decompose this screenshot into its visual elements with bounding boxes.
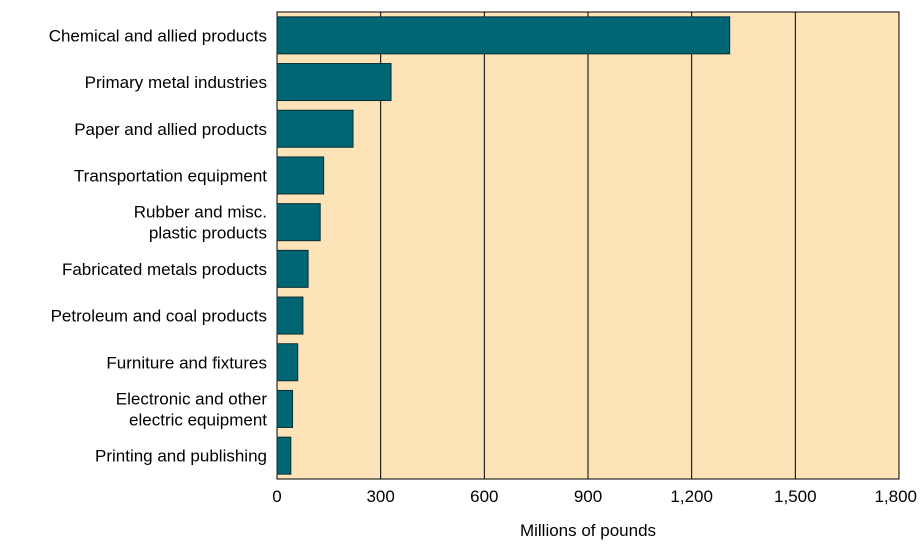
category-labels: Chemical and allied products Primary meta…: [49, 26, 268, 465]
x-tick-label: 600: [470, 487, 498, 506]
x-tick-labels: 0 300 600 900 1,200 1,500 1,800: [272, 487, 917, 506]
category-label: Primary metal industries: [85, 73, 267, 92]
bar: [276, 156, 325, 195]
category-label: Transportation equipment: [74, 166, 267, 185]
bars: [276, 16, 731, 475]
bar: [276, 436, 292, 475]
bar: [276, 203, 321, 242]
bar: [276, 249, 309, 288]
bar: [276, 389, 294, 428]
category-label: Fabricated metals products: [62, 260, 267, 279]
x-tick-label: 300: [366, 487, 394, 506]
x-tick-label: 1,200: [670, 487, 713, 506]
x-tick-label: 900: [574, 487, 602, 506]
category-label: Petroleum and coal products: [51, 307, 267, 326]
bar: [276, 343, 299, 382]
bar: [276, 296, 304, 335]
bar: [276, 109, 354, 148]
x-tick-label: 0: [272, 487, 281, 506]
category-label: Chemical and allied products: [49, 26, 267, 45]
category-label: Paper and allied products: [74, 120, 267, 139]
bar: [276, 63, 392, 102]
category-label: Electronic and other electric equipment: [116, 389, 268, 429]
bar: [276, 16, 731, 55]
x-axis-title: Millions of pounds: [520, 521, 656, 540]
x-tick-label: 1,500: [774, 487, 817, 506]
category-label: Furniture and fixtures: [106, 353, 267, 372]
category-label: Printing and publishing: [95, 447, 267, 466]
category-label: Rubber and misc. plastic products: [134, 203, 267, 243]
x-tick-label: 1,800: [874, 487, 917, 506]
